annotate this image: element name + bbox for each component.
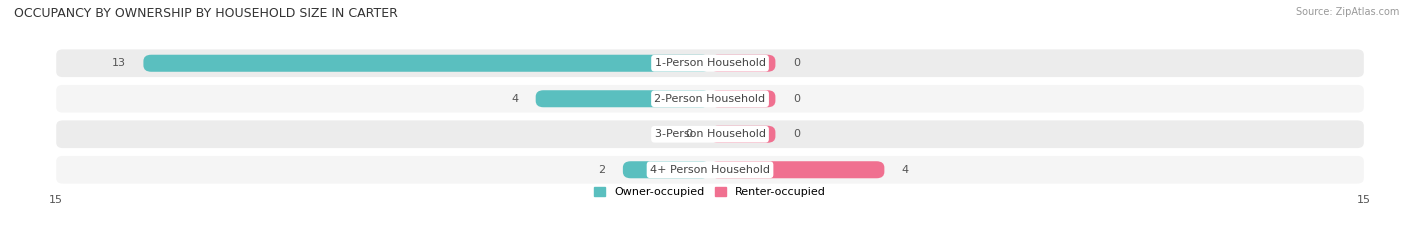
Text: 1-Person Household: 1-Person Household <box>655 58 765 68</box>
Text: 0: 0 <box>686 129 693 139</box>
Text: 2: 2 <box>599 165 606 175</box>
FancyBboxPatch shape <box>56 120 1364 148</box>
Text: OCCUPANCY BY OWNERSHIP BY HOUSEHOLD SIZE IN CARTER: OCCUPANCY BY OWNERSHIP BY HOUSEHOLD SIZE… <box>14 7 398 20</box>
Text: 0: 0 <box>793 129 800 139</box>
Text: 13: 13 <box>112 58 127 68</box>
Text: Source: ZipAtlas.com: Source: ZipAtlas.com <box>1295 7 1399 17</box>
Text: 4: 4 <box>901 165 908 175</box>
FancyBboxPatch shape <box>56 156 1364 184</box>
FancyBboxPatch shape <box>536 90 710 107</box>
Text: 0: 0 <box>793 94 800 104</box>
Text: 3-Person Household: 3-Person Household <box>655 129 765 139</box>
FancyBboxPatch shape <box>56 85 1364 113</box>
FancyBboxPatch shape <box>56 49 1364 77</box>
FancyBboxPatch shape <box>710 55 776 72</box>
FancyBboxPatch shape <box>143 55 710 72</box>
FancyBboxPatch shape <box>710 90 776 107</box>
Text: 4: 4 <box>512 94 519 104</box>
Legend: Owner-occupied, Renter-occupied: Owner-occupied, Renter-occupied <box>593 187 827 197</box>
FancyBboxPatch shape <box>623 161 710 178</box>
Text: 4+ Person Household: 4+ Person Household <box>650 165 770 175</box>
Text: 0: 0 <box>793 58 800 68</box>
FancyBboxPatch shape <box>710 126 776 143</box>
Text: 2-Person Household: 2-Person Household <box>654 94 766 104</box>
FancyBboxPatch shape <box>710 161 884 178</box>
